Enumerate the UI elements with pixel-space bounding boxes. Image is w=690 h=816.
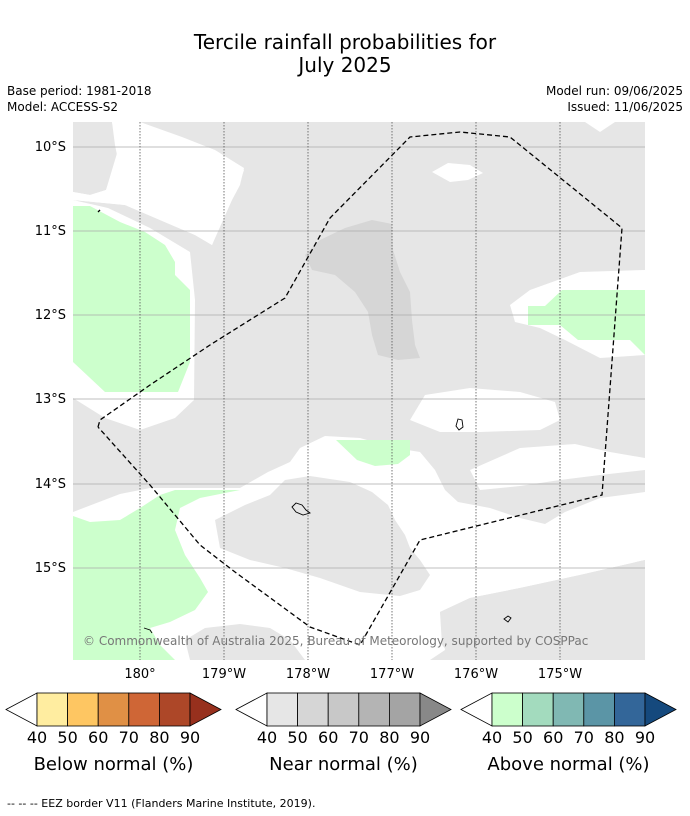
lat-label: 15°S xyxy=(35,561,66,576)
colorbar-tick: 80 xyxy=(604,728,624,747)
island-rotuma xyxy=(503,615,512,623)
colorbar-swatch xyxy=(158,692,191,727)
colorbar-tick: 70 xyxy=(574,728,594,747)
latitude-labels: 10°S 11°S 12°S 13°S 14°S 15°S xyxy=(35,140,66,576)
lon-label: 175°W xyxy=(538,667,582,682)
colorbar-near-normal: 40 50 60 70 80 90 Near normal (%) xyxy=(235,692,452,775)
colorbar-tick: 80 xyxy=(149,728,169,747)
colorbar-above-normal: 40 50 60 70 80 90 Above normal (%) xyxy=(460,692,677,775)
title-line-2: July 2025 xyxy=(298,53,392,77)
eez-legend-note: -- -- -- EEZ border V11 (Flanders Marine… xyxy=(7,797,316,810)
colorbar-tick: 50 xyxy=(287,728,307,747)
lat-label: 14°S xyxy=(35,477,66,492)
lon-label: 180° xyxy=(124,667,155,682)
near-normal-region-south xyxy=(215,476,430,596)
colorbar-tick: 90 xyxy=(180,728,200,747)
eez-border xyxy=(97,131,623,646)
lon-label: 177°W xyxy=(370,667,414,682)
metadata-left: Base period: 1981-2018 Model: ACCESS-S2 xyxy=(7,83,152,115)
model-name: Model: ACCESS-S2 xyxy=(7,100,119,114)
island-fragment xyxy=(143,627,153,634)
colorbar-tick: 70 xyxy=(119,728,139,747)
colorbar-tick: 80 xyxy=(379,728,399,747)
colorbar-min-extend xyxy=(235,692,268,727)
map-title: Tercile rainfall probabilities for July … xyxy=(0,31,690,77)
no-signal-area-northeast xyxy=(585,122,615,132)
near-normal-50-region xyxy=(305,220,420,360)
latitude-gridlines xyxy=(73,146,645,569)
colorbar-below-normal: 40 50 60 70 80 90 Below normal (%) xyxy=(5,692,222,775)
colorbar-min-extend xyxy=(5,692,38,727)
colorbar-swatch xyxy=(36,692,69,727)
copyright-notice: © Commonwealth of Australia 2025, Bureau… xyxy=(83,634,588,648)
lon-label: 176°W xyxy=(454,667,498,682)
near-normal-region-south-2 xyxy=(185,624,305,660)
colorbar-tick: 40 xyxy=(257,728,277,747)
colorbar-tick: 40 xyxy=(482,728,502,747)
colorbar-swatch xyxy=(522,692,554,727)
issued-date: Issued: 11/06/2025 xyxy=(567,100,683,114)
model-run: Model run: 09/06/2025 xyxy=(545,84,683,98)
colorbar-swatch xyxy=(297,692,329,727)
above-normal-region-central xyxy=(336,440,410,466)
no-signal-area-southeast xyxy=(470,444,645,490)
island-futuna xyxy=(291,502,311,516)
colorbar-swatch xyxy=(266,692,299,727)
colorbar-title: Above normal (%) xyxy=(487,754,649,775)
colorbar-tick: 50 xyxy=(57,728,77,747)
no-signal-area-north-small xyxy=(432,163,483,182)
longitude-gridlines xyxy=(139,122,561,660)
colorbar-swatch xyxy=(67,692,99,727)
lon-label: 179°W xyxy=(202,667,246,682)
base-period: Base period: 1981-2018 xyxy=(7,84,152,98)
map-plot-area[interactable] xyxy=(73,122,645,660)
colorbar-swatch xyxy=(327,692,360,727)
colorbar-swatch xyxy=(491,692,524,727)
above-normal-region-west xyxy=(73,206,190,392)
colorbar-min-extend xyxy=(460,692,493,727)
lon-label: 178°W xyxy=(286,667,330,682)
lat-label: 12°S xyxy=(35,308,66,323)
above-normal-region-east xyxy=(528,290,645,355)
colorbar-title: Near normal (%) xyxy=(269,754,418,775)
lat-label: 13°S xyxy=(35,392,66,407)
longitude-labels: 180° 179°W 178°W 177°W 176°W 175°W xyxy=(124,667,582,682)
colorbar-max-extend xyxy=(644,692,677,727)
colorbar-tick: 60 xyxy=(318,728,338,747)
no-signal-area-north xyxy=(73,122,244,245)
colorbar-title: Below normal (%) xyxy=(34,754,194,775)
colorbar-swatch xyxy=(97,692,130,727)
near-normal-region-southeast xyxy=(440,560,645,660)
colorbar-swatch xyxy=(128,692,160,727)
above-normal-region-southwest xyxy=(73,490,240,660)
colorbar-swatch xyxy=(388,692,421,727)
colorbar-tick: 40 xyxy=(27,728,47,747)
metadata-right: Model run: 09/06/2025 Issued: 11/06/2025 xyxy=(546,83,683,115)
colorbar-swatch xyxy=(552,692,585,727)
colorbar-tick: 70 xyxy=(349,728,369,747)
colorbar-tick: 90 xyxy=(635,728,655,747)
colorbar-swatch xyxy=(613,692,646,727)
colorbar-tick: 60 xyxy=(543,728,563,747)
island-wallis xyxy=(455,418,464,431)
colorbar-max-extend xyxy=(189,692,222,727)
colorbar-swatch xyxy=(358,692,390,727)
lat-label: 11°S xyxy=(35,224,66,239)
colorbar-tick: 90 xyxy=(410,728,430,747)
colorbar-swatch xyxy=(583,692,615,727)
lat-label: 10°S xyxy=(35,140,66,155)
colorbar-tick: 50 xyxy=(512,728,532,747)
colorbar-tick: 60 xyxy=(88,728,108,747)
colorbar-max-extend xyxy=(419,692,452,727)
title-line-1: Tercile rainfall probabilities for xyxy=(193,30,497,54)
